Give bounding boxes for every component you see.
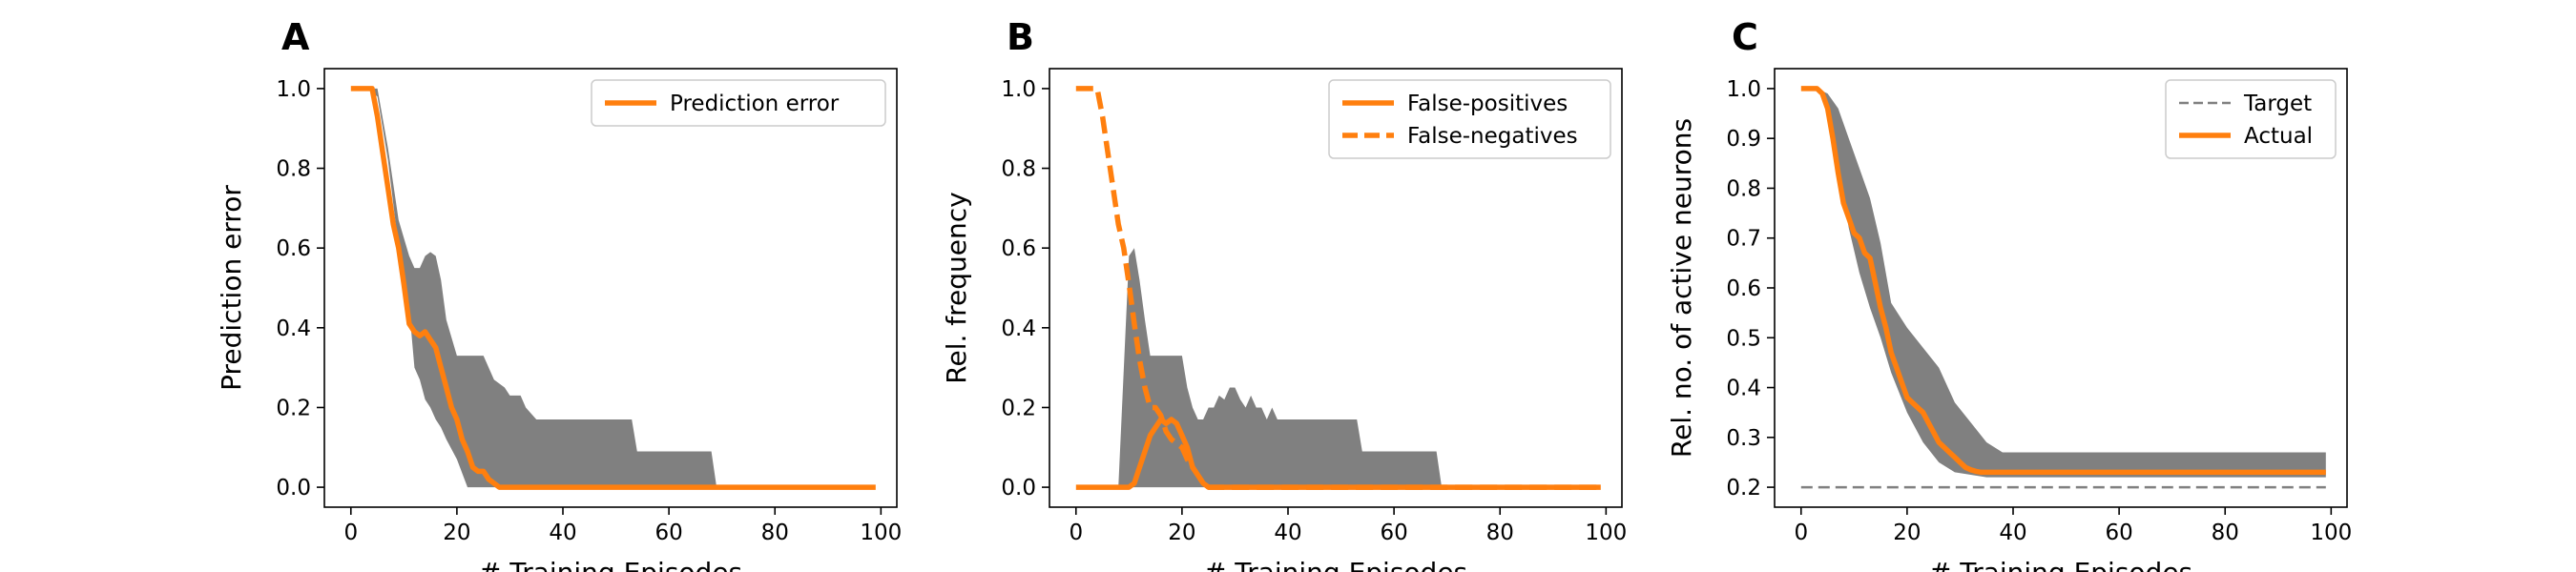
- y-tick-label: 0.8: [1726, 176, 1761, 201]
- legend-box: [591, 79, 886, 127]
- axes-frame: [1049, 68, 1623, 508]
- legend-label: False-positives: [1407, 92, 1568, 116]
- x-tick-label: 0: [343, 521, 358, 545]
- legend-label: Prediction error: [670, 92, 840, 116]
- x-tick-label: 60: [2105, 521, 2132, 545]
- x-tick-label: 40: [1999, 521, 2026, 545]
- confidence-band: [1075, 248, 1601, 488]
- confidence-band: [1800, 88, 2326, 478]
- y-axis-label: Rel. frequency: [941, 192, 972, 383]
- x-tick-label: 0: [1069, 521, 1083, 545]
- panel-letter: C: [1732, 16, 1758, 58]
- y-tick-label: 0.2: [276, 396, 311, 420]
- confidence-band: [350, 88, 876, 488]
- y-tick-label: 0.8: [276, 157, 311, 182]
- y-tick-label: 0.5: [1726, 326, 1761, 351]
- panel-b: B 0 20 40 60 80 100 0.0 0.2 0.4 0.6 0.8 1.0 # Trainin…: [941, 16, 1627, 572]
- x-tick-label: 80: [761, 521, 789, 545]
- y-tick-label: 0.2: [1001, 396, 1036, 420]
- series-line-2: [1075, 86, 1601, 490]
- series-line-2: [1800, 86, 2326, 476]
- x-tick-label: 20: [1893, 521, 1921, 545]
- x-tick-label: 0: [1794, 521, 1808, 545]
- y-tick-label: 0.4: [276, 317, 311, 341]
- y-tick-label: 0.6: [276, 236, 311, 261]
- x-tick-label: 40: [549, 521, 576, 545]
- legend-label: Target: [2243, 92, 2312, 116]
- x-tick-label: 20: [1168, 521, 1195, 545]
- y-tick-label: 1.0: [1001, 77, 1036, 102]
- x-tick-label: 80: [2212, 521, 2239, 545]
- x-tick-label: 100: [860, 521, 902, 545]
- axes-frame: [323, 68, 898, 508]
- x-axis-label: # Training Episodes: [1929, 557, 2192, 572]
- panel-letter: A: [281, 16, 310, 58]
- y-tick-label: 0.9: [1726, 127, 1761, 152]
- y-tick-label: 0.4: [1001, 317, 1036, 341]
- series-line-1: [350, 86, 876, 490]
- y-tick-label: 0.6: [1726, 276, 1761, 301]
- x-tick-label: 40: [1274, 521, 1301, 545]
- panel-a: A 0 20 40 60 80 100 0.0 0.2 0.4 0.6 0.8 1.0 # Trainin…: [216, 16, 902, 572]
- legend: Prediction error: [591, 79, 886, 127]
- y-tick-label: 0.7: [1726, 227, 1761, 252]
- x-axis-label: # Training Episodes: [1204, 557, 1467, 572]
- y-tick-label: 0.4: [1726, 377, 1761, 401]
- legend: False-positives False-negatives: [1328, 79, 1611, 159]
- y-tick-label: 0.0: [1001, 476, 1036, 500]
- x-tick-label: 20: [443, 521, 470, 545]
- x-tick-label: 60: [1380, 521, 1407, 545]
- x-tick-label: 60: [654, 521, 682, 545]
- y-axis-label: Prediction error: [216, 185, 247, 391]
- panel-c: C 0 20 40 60 80 100 0.2 0.3 0.4 0.5 0.6 0.7 0.8 0.9 1.0…: [1666, 16, 2352, 572]
- y-tick-label: 0.6: [1001, 236, 1036, 261]
- y-tick-label: 0.8: [1001, 157, 1036, 182]
- legend-label: False-negatives: [1407, 124, 1578, 149]
- y-tick-label: 1.0: [276, 77, 311, 102]
- legend-label: Actual: [2244, 124, 2313, 149]
- y-tick-label: 1.0: [1726, 77, 1761, 102]
- panel-letter: B: [1007, 16, 1034, 58]
- y-tick-label: 0.0: [276, 476, 311, 500]
- legend: Target Actual: [2165, 79, 2337, 159]
- y-axis-label: Rel. no. of active neurons: [1666, 118, 1697, 458]
- x-tick-label: 100: [2310, 521, 2352, 545]
- x-tick-label: 100: [1585, 521, 1627, 545]
- x-axis-label: # Training Episodes: [479, 557, 742, 572]
- y-tick-label: 0.3: [1726, 426, 1761, 451]
- y-tick-label: 0.2: [1726, 476, 1761, 500]
- legend-box: [1328, 79, 1611, 159]
- x-tick-label: 80: [1486, 521, 1514, 545]
- legend-box: [2165, 79, 2337, 159]
